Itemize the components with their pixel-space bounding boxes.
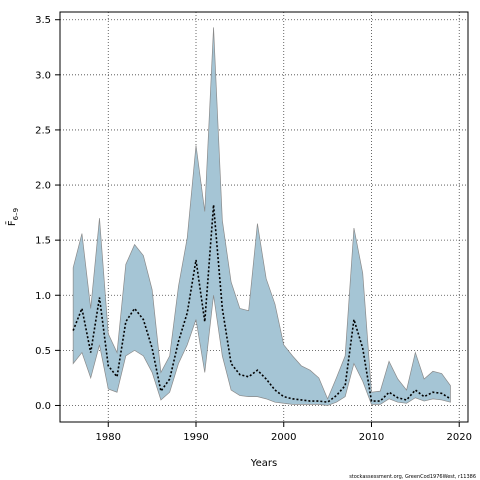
y-tick-label: 3.5 — [35, 15, 51, 26]
x-tick-label: 2000 — [271, 432, 296, 443]
confidence-band — [72, 27, 451, 406]
y-axis-title-main: F̄ — [5, 220, 18, 226]
y-axis: 0.0 0.5 1.0 1.5 2.0 2.5 3.0 3.5 — [35, 15, 60, 412]
footer-credit: stockassessment.org, GreenCod1976West, r… — [349, 474, 476, 480]
x-axis: 1980 1990 2000 2010 2020 — [96, 422, 472, 443]
x-tick-label: 1990 — [183, 432, 208, 443]
y-axis-title-subscript: 6–9 — [12, 208, 20, 220]
estimate-line — [72, 204, 451, 403]
y-tick-label: 3.0 — [35, 70, 51, 81]
y-tick-label: 2.5 — [35, 125, 51, 136]
x-tick-label: 2010 — [359, 432, 384, 443]
y-axis-title-group: F̄6–9 — [5, 208, 20, 226]
plot-frame — [59, 11, 469, 423]
y-tick-label: 2.0 — [35, 181, 51, 192]
x-tick-label: 2020 — [446, 432, 471, 443]
confidence-band-layer — [72, 27, 451, 406]
y-axis-title: F̄6–9 — [5, 208, 20, 226]
x-tick-label: 1980 — [96, 432, 121, 443]
estimate-line-layer — [72, 204, 451, 403]
x-axis-title: Years — [250, 458, 277, 469]
y-tick-label: 0.5 — [35, 346, 51, 357]
y-tick-label: 1.0 — [35, 291, 51, 302]
y-tick-label: 0.0 — [35, 401, 51, 412]
y-tick-label: 1.5 — [35, 236, 51, 247]
